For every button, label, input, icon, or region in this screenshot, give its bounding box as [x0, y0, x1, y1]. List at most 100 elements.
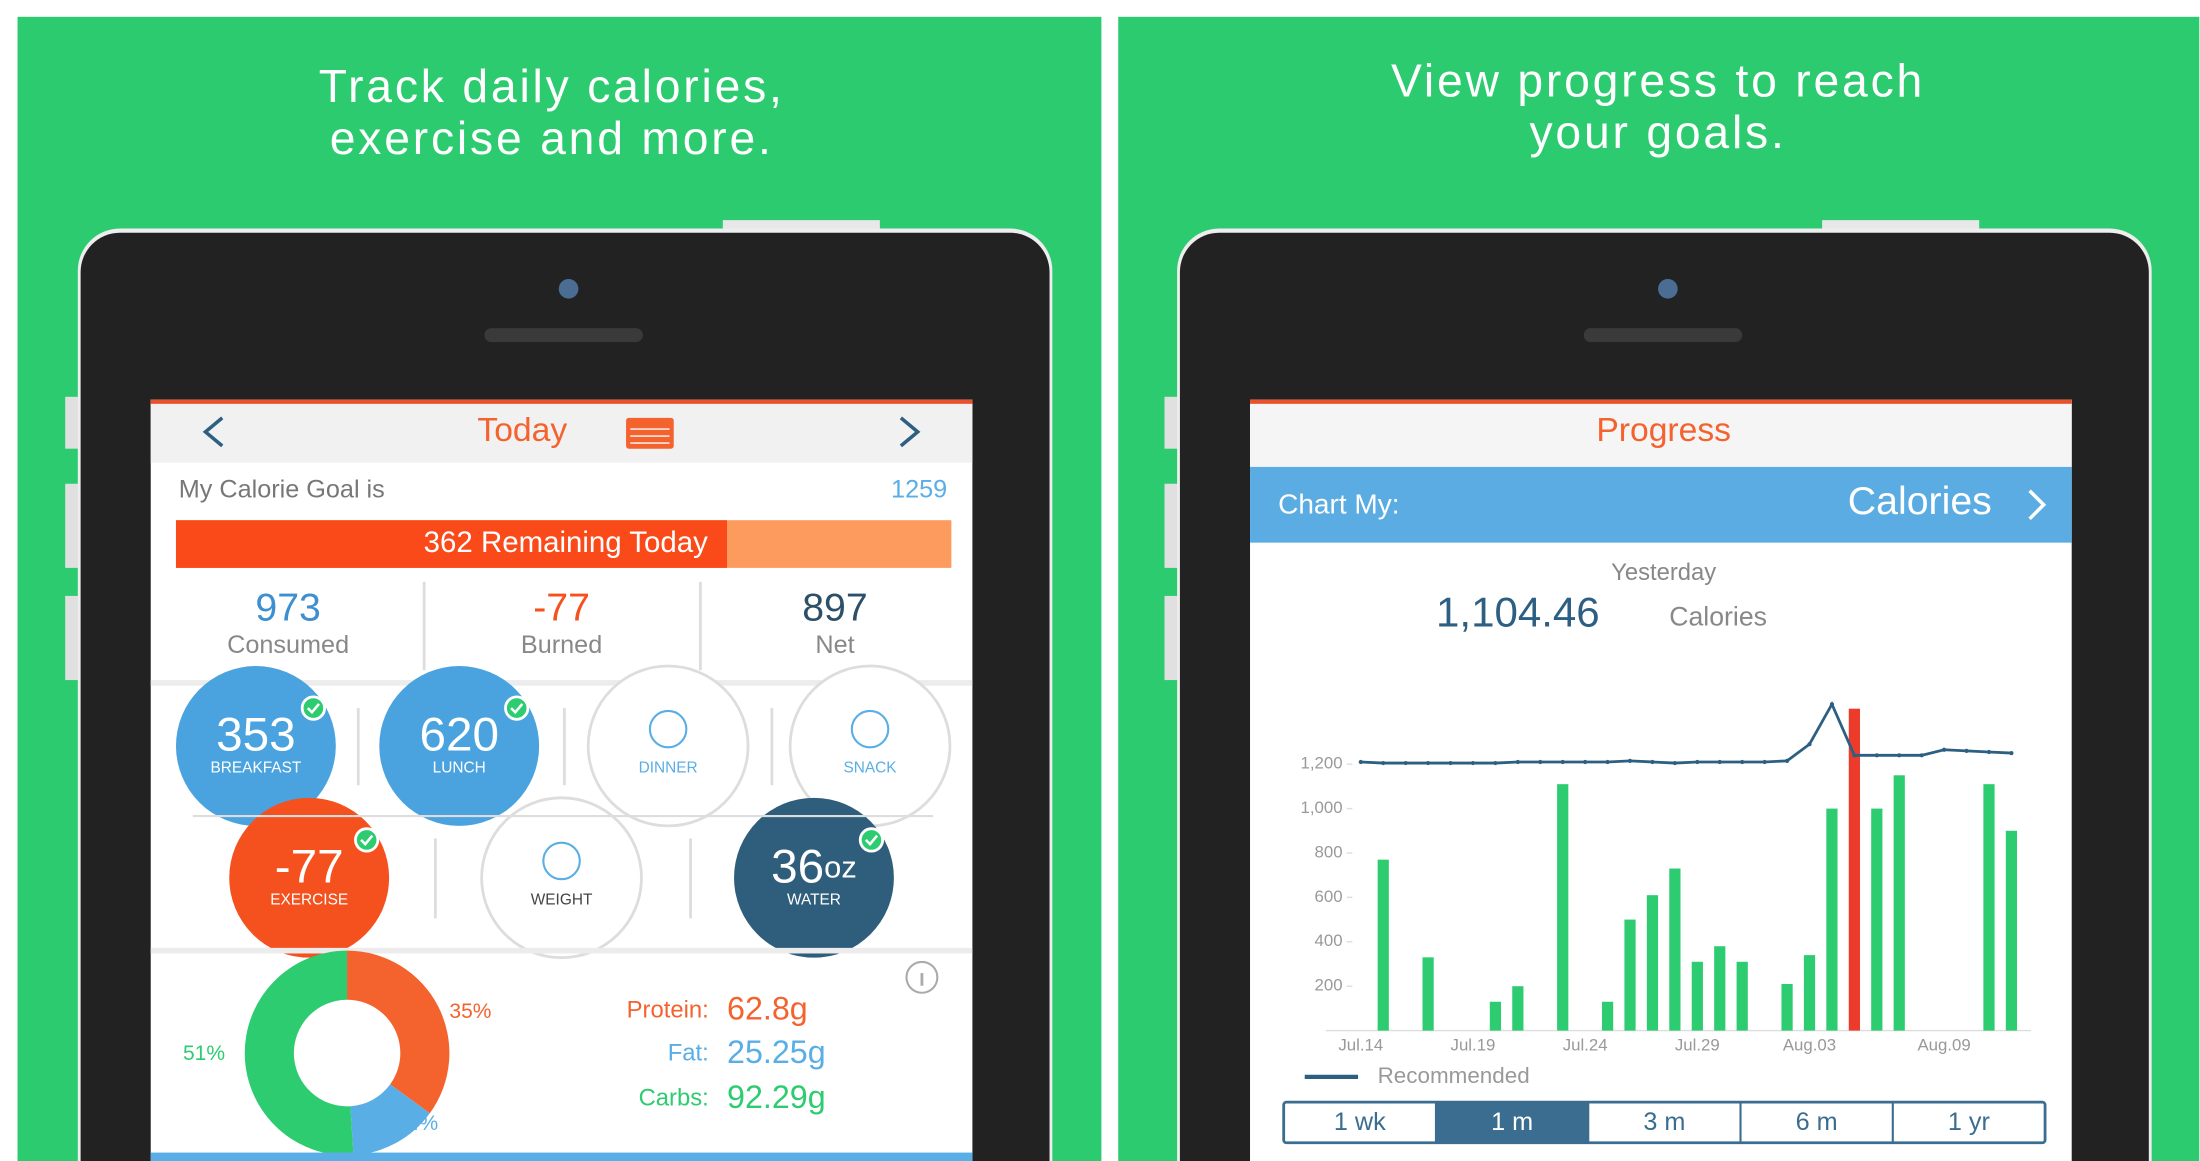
percent-label: 14% — [396, 1112, 438, 1135]
range-tab[interactable]: 1 yr — [1948, 1108, 1990, 1136]
line-point — [1650, 759, 1655, 765]
bottom-strip — [150, 1152, 973, 1161]
headline: exercise and more. — [330, 112, 774, 164]
camera — [1658, 279, 1678, 299]
tile-label: WEIGHT — [531, 891, 593, 908]
line-point — [1426, 760, 1431, 766]
tile-label: EXERCISE — [270, 891, 348, 908]
headline: Track daily calories, — [319, 60, 785, 112]
macro-amount: 25.25g — [727, 1034, 826, 1070]
bar — [1893, 775, 1905, 1031]
line-point — [1762, 759, 1767, 765]
check-badge — [300, 695, 326, 721]
y-tick-label: 1,000 — [1300, 798, 1342, 817]
back-arrow — [202, 416, 224, 448]
bar — [1781, 983, 1793, 1031]
tile — [229, 797, 390, 958]
stat-value: 897 — [802, 585, 868, 629]
tile-value: 353 — [216, 708, 296, 761]
line-point — [1358, 759, 1363, 765]
check-mark — [510, 703, 524, 715]
range-tab[interactable]: 1 m — [1491, 1108, 1533, 1136]
bar — [1624, 919, 1636, 1031]
check-mark — [864, 834, 879, 846]
y-tick-label: 400 — [1315, 931, 1343, 950]
speaker — [1583, 328, 1743, 343]
bar — [1691, 961, 1703, 1031]
headline: View progress to reach — [1391, 54, 1925, 106]
tile-value: -77 — [275, 840, 344, 893]
forward-arrow — [899, 416, 921, 448]
stat-value: 973 — [255, 585, 321, 629]
line-point — [1942, 747, 1947, 752]
line-point — [1695, 759, 1700, 765]
x-tick-label: Jul.29 — [1675, 1035, 1720, 1054]
tile — [586, 664, 750, 828]
range-tab[interactable]: 3 m — [1643, 1108, 1685, 1136]
x-tick-label: Aug.09 — [1917, 1035, 1970, 1054]
chevron — [2028, 489, 2047, 521]
bar — [1601, 1001, 1614, 1031]
total: 1,104.46 — [1436, 589, 1600, 636]
line-point — [2009, 750, 2014, 756]
tile — [734, 797, 894, 958]
nav-title: Today — [477, 412, 567, 449]
side-button — [1164, 595, 1182, 681]
bar — [1646, 895, 1659, 1031]
tile-icon — [542, 841, 581, 881]
legend-label: Recommended — [1378, 1063, 1530, 1088]
line-point — [1897, 753, 1902, 758]
line-point — [1605, 759, 1610, 765]
period: Yesterday — [1611, 559, 1716, 586]
goal-value: 1259 — [891, 475, 947, 503]
line-point — [1740, 759, 1745, 765]
percent-label: 51% — [183, 1042, 225, 1065]
speaker — [484, 328, 643, 343]
header — [150, 399, 973, 463]
tile-value-number: 620 — [419, 708, 499, 761]
range-tab-selected — [1435, 1102, 1589, 1143]
stat-value: -77 — [533, 585, 590, 629]
line-point — [1493, 760, 1498, 766]
line-point — [1403, 760, 1408, 766]
bar — [1983, 784, 1995, 1031]
section-divider — [150, 680, 973, 686]
donut-segment — [347, 950, 450, 1114]
side-button — [1164, 396, 1182, 449]
tile — [379, 666, 540, 826]
line-point — [1807, 742, 1812, 747]
line-point — [1583, 759, 1588, 765]
tile-icon — [850, 709, 890, 749]
line-point — [1448, 760, 1453, 766]
bar — [1848, 708, 1860, 1031]
tile-icon — [648, 709, 688, 749]
tile-label: SNACK — [843, 759, 897, 776]
stat-label: Consumed — [227, 631, 349, 659]
check-badge — [504, 695, 530, 721]
line-point — [1627, 758, 1633, 763]
macro-amount: 62.8g — [727, 990, 808, 1026]
donut-segment — [244, 950, 354, 1156]
calendar-icon — [626, 417, 674, 449]
line-point — [1717, 759, 1722, 765]
bar — [1557, 784, 1569, 1031]
tile-label: LUNCH — [433, 759, 486, 776]
info-icon — [905, 960, 939, 994]
line-point — [1381, 760, 1386, 766]
range-tab[interactable]: 6 m — [1796, 1108, 1838, 1136]
goal-label: My Calorie Goal is — [179, 475, 385, 503]
y-tick-label: 1,200 — [1300, 754, 1342, 773]
line-point — [1470, 760, 1476, 766]
bar — [1512, 986, 1524, 1031]
remaining-fill — [175, 520, 728, 568]
camera — [558, 279, 579, 299]
line-point — [1852, 753, 1857, 758]
tile-value-unit: oz — [824, 849, 857, 884]
range-tab[interactable]: 1 wk — [1334, 1108, 1386, 1136]
section-divider — [150, 947, 973, 954]
bar — [1489, 1001, 1502, 1031]
bar — [1871, 808, 1883, 1031]
x-tick-label: Jul.19 — [1451, 1035, 1496, 1054]
